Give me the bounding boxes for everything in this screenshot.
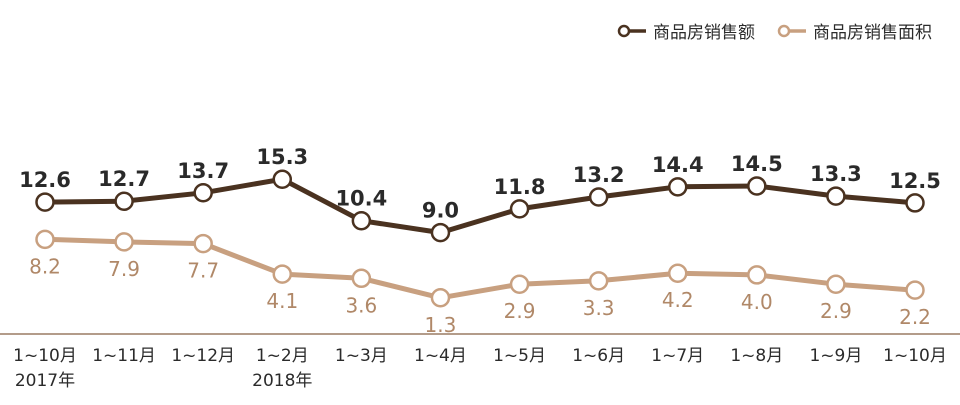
data-label-sales-amount: 15.3 xyxy=(256,145,308,169)
data-point-sales-area xyxy=(351,268,372,289)
data-label-sales-area: 4.2 xyxy=(662,288,694,312)
data-point-sales-amount xyxy=(826,186,846,206)
x-tick-label: 1~12月 xyxy=(171,346,235,366)
data-point-sales-amount xyxy=(588,187,609,207)
data-point-sales-amount xyxy=(351,210,372,231)
data-label-sales-amount: 10.4 xyxy=(335,187,387,211)
data-label-sales-amount: 13.2 xyxy=(573,163,625,187)
data-label-sales-amount: 9.0 xyxy=(422,199,459,223)
x-tick-label: 1~4月 xyxy=(414,346,467,366)
data-point-sales-amount xyxy=(430,222,451,243)
x-tick-label: 1~5月 xyxy=(493,346,546,366)
x-tick-label: 1~6月 xyxy=(572,346,625,366)
x-tick-label: 1~11月 xyxy=(92,346,156,366)
data-label-sales-area: 3.6 xyxy=(345,293,377,317)
data-point-sales-area xyxy=(509,274,530,294)
data-label-sales-area: 4.0 xyxy=(741,290,773,314)
x-tick-label: 1~2月 xyxy=(256,346,309,366)
x-tick-label: 1~7月 xyxy=(651,346,704,366)
data-label-sales-area: 7.9 xyxy=(108,257,140,281)
legend-label-sales-area: 商品房销售面积 xyxy=(813,23,932,43)
data-label-sales-area: 3.3 xyxy=(583,296,615,320)
chart-legend: 商品房销售额 商品房销售面积 xyxy=(617,18,932,43)
legend-marker-sales-amount-icon xyxy=(617,24,646,37)
x-tick-label: 1~10月 xyxy=(883,346,947,366)
data-point-sales-area xyxy=(588,271,609,291)
data-label-sales-amount: 11.8 xyxy=(494,175,546,199)
legend-item-sales-area: 商品房销售面积 xyxy=(777,18,932,43)
data-point-sales-amount xyxy=(509,199,530,219)
data-point-sales-amount xyxy=(114,191,134,211)
x-tick-label: 1~9月 xyxy=(809,346,862,366)
data-point-sales-amount xyxy=(193,183,213,203)
data-point-sales-area xyxy=(430,288,451,308)
x-tick-label: 1~8月 xyxy=(730,346,783,366)
data-point-sales-area xyxy=(905,280,925,300)
data-point-sales-area xyxy=(826,274,846,294)
data-point-sales-amount xyxy=(747,176,767,196)
data-point-sales-area xyxy=(747,265,767,285)
data-point-sales-area xyxy=(193,233,213,254)
data-point-sales-area xyxy=(35,229,55,250)
series-line-sales-area xyxy=(42,236,918,301)
data-label-sales-amount: 13.7 xyxy=(177,159,229,183)
data-label-sales-amount: 14.4 xyxy=(652,153,704,177)
data-label-sales-amount: 12.5 xyxy=(889,169,941,193)
data-point-sales-amount xyxy=(35,192,55,212)
data-label-sales-area: 7.7 xyxy=(187,259,219,283)
year-label: 2017年 xyxy=(15,371,75,391)
data-label-sales-area: 4.1 xyxy=(266,289,298,313)
data-point-sales-amount xyxy=(905,193,925,213)
legend-marker-sales-area-icon xyxy=(777,24,806,37)
data-point-sales-area xyxy=(114,232,134,252)
data-label-sales-amount: 13.3 xyxy=(810,162,862,186)
data-point-sales-area xyxy=(272,264,293,284)
data-label-sales-area: 2.9 xyxy=(504,299,536,323)
data-point-sales-amount xyxy=(667,177,688,197)
data-point-sales-amount xyxy=(272,169,293,189)
year-label: 2018年 xyxy=(252,371,312,391)
data-label-sales-area: 2.9 xyxy=(820,299,852,323)
x-tick-label: 1~3月 xyxy=(335,346,388,366)
legend-item-sales-amount: 商品房销售额 xyxy=(617,18,755,43)
data-label-sales-area: 2.2 xyxy=(899,305,931,329)
data-label-sales-amount: 12.7 xyxy=(98,167,150,191)
data-label-sales-area: 1.3 xyxy=(425,313,457,337)
data-label-sales-area: 8.2 xyxy=(29,254,61,278)
legend-label-sales-amount: 商品房销售额 xyxy=(653,23,755,43)
series-line-sales-amount xyxy=(42,176,918,236)
data-label-sales-amount: 14.5 xyxy=(731,152,783,176)
x-tick-label: 1~10月 xyxy=(13,346,77,366)
data-label-sales-amount: 12.6 xyxy=(19,168,71,192)
data-point-sales-area xyxy=(667,263,688,283)
